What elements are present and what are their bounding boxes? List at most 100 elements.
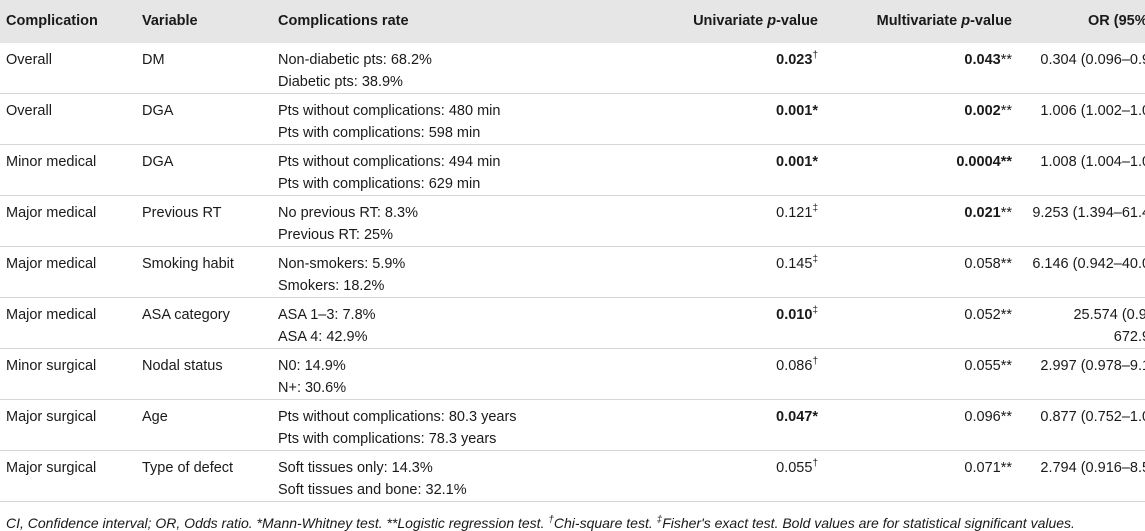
- cell-multivariate: 0.002**: [832, 94, 1020, 145]
- multivariate-value: 0.0004: [956, 154, 1001, 170]
- univariate-value: 0.047: [776, 409, 813, 425]
- cell-variable: ASA category: [142, 307, 230, 323]
- multivariate-mark: **: [1000, 409, 1012, 425]
- univariate-mark: *: [812, 103, 818, 119]
- multivariate-value: 0.043: [964, 52, 1001, 68]
- rate-line-2: Previous RT: 25%: [278, 227, 393, 243]
- cell-variable: DGA: [142, 154, 174, 170]
- multivariate-value: 0.002: [964, 103, 1001, 119]
- cell-or: 25.574 (0.972–672.920): [1073, 307, 1145, 345]
- cell-variable: Previous RT: [142, 205, 222, 221]
- cell-or: 6.146 (0.942–40.075): [1032, 256, 1145, 272]
- header-rate: Complications rate: [278, 12, 409, 29]
- cell-rate: No previous RT: 8.3% Previous RT: 25%: [278, 196, 662, 247]
- univariate-mark: *: [812, 409, 818, 425]
- complications-table: Complication Variable Complications rate…: [0, 0, 1145, 502]
- cell-rate: Non-smokers: 5.9% Smokers: 18.2%: [278, 247, 662, 298]
- table-row: Major medical Smoking habit Non-smokers:…: [0, 247, 1145, 298]
- univariate-value: 0.121: [776, 205, 813, 221]
- cell-multivariate: 0.052**: [832, 298, 1020, 349]
- cell-multivariate: 0.043**: [832, 43, 1020, 94]
- univariate-mark: ‡: [812, 305, 818, 317]
- multivariate-value: 0.055: [964, 358, 1001, 374]
- rate-line-2: Soft tissues and bone: 32.1%: [278, 482, 467, 498]
- rate-line-2: Diabetic pts: 38.9%: [278, 74, 403, 90]
- multivariate-mark: **: [1000, 358, 1012, 374]
- univariate-value: 0.023: [776, 52, 813, 68]
- univariate-value: 0.001: [776, 154, 813, 170]
- rate-line-1: ASA 1–3: 7.8%: [278, 307, 376, 323]
- cell-univariate: 0.010‡: [662, 298, 832, 349]
- univariate-value: 0.145: [776, 256, 813, 272]
- univariate-mark: †: [812, 458, 818, 470]
- footnote-double-dagger: ‡: [656, 514, 663, 526]
- cell-rate: ASA 1–3: 7.8% ASA 4: 42.9%: [278, 298, 662, 349]
- cell-complication: Overall: [6, 103, 52, 119]
- cell-rate: N0: 14.9% N+: 30.6%: [278, 349, 662, 400]
- header-multivariate: Multivariate p-value: [832, 0, 1020, 43]
- cell-complication: Major medical: [6, 256, 97, 272]
- rate-line-1: Soft tissues only: 14.3%: [278, 460, 433, 476]
- rate-line-2: Smokers: 18.2%: [278, 278, 385, 294]
- cell-univariate: 0.121‡: [662, 196, 832, 247]
- cell-univariate: 0.023†: [662, 43, 832, 94]
- univariate-mark: *: [812, 154, 818, 170]
- multivariate-value: 0.071: [964, 460, 1001, 476]
- univariate-mark: ‡: [812, 203, 818, 215]
- cell-or: 2.997 (0.978–9.187): [1040, 358, 1145, 374]
- footnote-part-1: CI, Confidence interval; OR, Odds ratio.…: [6, 515, 549, 531]
- table-row: Minor medical DGA Pts without complicati…: [0, 145, 1145, 196]
- univariate-mark: †: [812, 356, 818, 368]
- header-variable: Variable: [142, 12, 198, 29]
- cell-complication: Major medical: [6, 307, 97, 323]
- rate-line-2: Pts with complications: 78.3 years: [278, 431, 497, 447]
- cell-complication: Major medical: [6, 205, 97, 221]
- cell-variable: DM: [142, 52, 165, 68]
- cell-complication: Major surgical: [6, 460, 97, 476]
- multivariate-mark: **: [1000, 52, 1012, 68]
- cell-multivariate: 0.071**: [832, 451, 1020, 502]
- table-row: Major surgical Age Pts without complicat…: [0, 400, 1145, 451]
- rate-line-1: Pts without complications: 494 min: [278, 154, 501, 170]
- cell-or: 0.304 (0.096–0.963): [1040, 52, 1145, 68]
- cell-or: 1.006 (1.002–1.009): [1040, 103, 1145, 119]
- rate-line-1: Non-smokers: 5.9%: [278, 256, 406, 272]
- rate-line-1: Non-diabetic pts: 68.2%: [278, 52, 432, 68]
- cell-multivariate: 0.0004**: [832, 145, 1020, 196]
- header-multivariate-p: p: [961, 12, 971, 29]
- multivariate-mark: **: [1000, 154, 1012, 170]
- cell-rate: Soft tissues only: 14.3% Soft tissues and…: [278, 451, 662, 502]
- cell-variable: Smoking habit: [142, 256, 234, 272]
- cell-univariate: 0.001*: [662, 145, 832, 196]
- header-univariate-suffix: -value: [776, 12, 818, 29]
- cell-univariate: 0.086†: [662, 349, 832, 400]
- cell-rate: Non-diabetic pts: 68.2% Diabetic pts: 38.…: [278, 43, 662, 94]
- rate-line-2: Pts with complications: 598 min: [278, 125, 481, 141]
- rate-line-1: No previous RT: 8.3%: [278, 205, 418, 221]
- table-row: Major surgical Type of defect Soft tissu…: [0, 451, 1145, 502]
- cell-variable: DGA: [142, 103, 174, 119]
- rate-line-2: Pts with complications: 629 min: [278, 176, 481, 192]
- rate-line-1: N0: 14.9%: [278, 358, 346, 374]
- header-complication: Complication: [6, 12, 98, 29]
- cell-variable: Nodal status: [142, 358, 223, 374]
- cell-complication: Minor surgical: [6, 358, 97, 374]
- cell-univariate: 0.001*: [662, 94, 832, 145]
- multivariate-mark: **: [1000, 205, 1012, 221]
- cell-complication: Minor medical: [6, 154, 97, 170]
- univariate-value: 0.055: [776, 460, 813, 476]
- footnote-part-2: Chi-square test.: [553, 515, 657, 531]
- table-row: Minor surgical Nodal status N0: 14.9% N+:…: [0, 349, 1145, 400]
- cell-or: 2.794 (0.916–8.525): [1040, 460, 1145, 476]
- multivariate-mark: **: [1000, 103, 1012, 119]
- multivariate-value: 0.021: [964, 205, 1001, 221]
- univariate-mark: †: [812, 50, 818, 62]
- multivariate-value: 0.058: [964, 256, 1001, 272]
- cell-univariate: 0.055†: [662, 451, 832, 502]
- multivariate-mark: **: [1000, 460, 1012, 476]
- header-multivariate-prefix: Multivariate: [876, 12, 962, 29]
- cell-multivariate: 0.096**: [832, 400, 1020, 451]
- multivariate-mark: **: [1000, 307, 1012, 323]
- cell-multivariate: 0.058**: [832, 247, 1020, 298]
